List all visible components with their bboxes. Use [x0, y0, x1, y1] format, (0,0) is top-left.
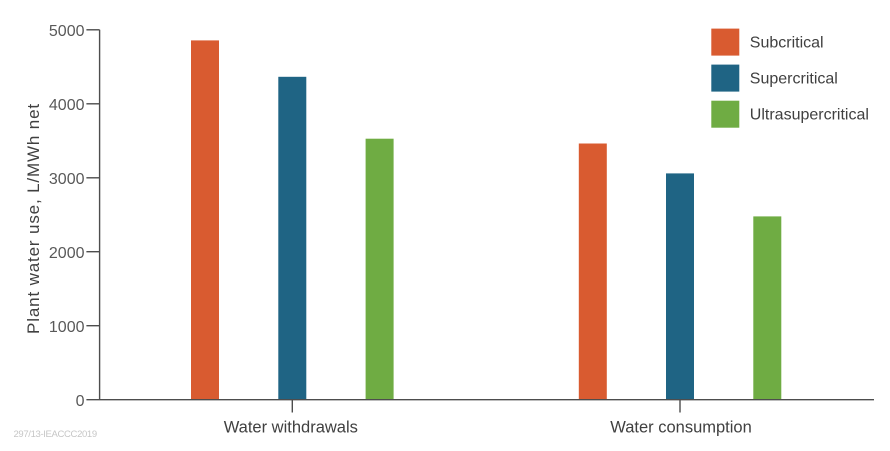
svg-text:297/13-IEACCC2019: 297/13-IEACCC2019: [14, 429, 97, 440]
svg-text:Water withdrawals: Water withdrawals: [224, 419, 358, 437]
svg-text:Water consumption: Water consumption: [610, 419, 752, 437]
svg-text:5000: 5000: [49, 23, 85, 40]
svg-text:2000: 2000: [49, 245, 85, 262]
svg-text:Subcritical: Subcritical: [750, 35, 824, 52]
svg-text:1000: 1000: [49, 319, 85, 336]
svg-text:Ultrasupercritical: Ultrasupercritical: [750, 107, 869, 124]
svg-text:3000: 3000: [49, 171, 85, 188]
svg-text:0: 0: [76, 393, 85, 410]
svg-text:Plant water use, L/MWh net: Plant water use, L/MWh net: [24, 103, 43, 334]
svg-text:4000: 4000: [49, 97, 85, 114]
svg-text:Supercritical: Supercritical: [750, 71, 838, 88]
